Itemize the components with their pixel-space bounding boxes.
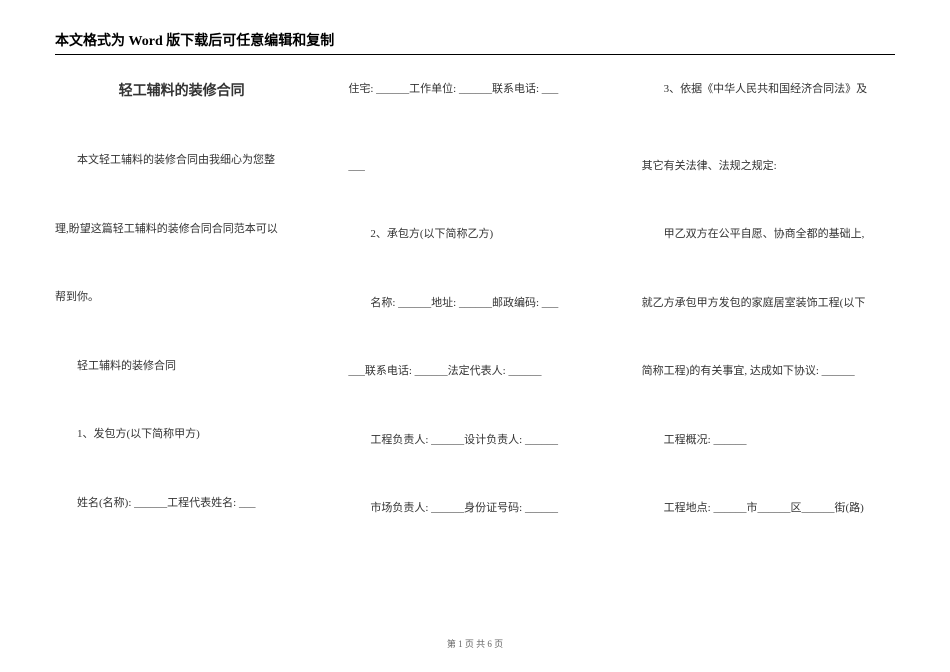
page-footer: 第 1 页 共 6 页: [0, 637, 950, 650]
col3-para-1: 3、依据《中华人民共和国经济合同法》及: [642, 81, 895, 98]
col1-para-5: 1、发包方(以下简称甲方): [55, 426, 308, 443]
col2-para-6: 工程负责人: ______设计负责人: ______: [348, 432, 601, 449]
col3-para-3: 甲乙双方在公平自愿、协商全都的基础上,: [642, 226, 895, 243]
col1-para-6: 姓名(名称): ______工程代表姓名: ___: [55, 495, 308, 512]
col2-para-4: 名称: ______地址: ______邮政编码: ___: [348, 295, 601, 312]
col3-para-4: 就乙方承包甲方发包的家庭居室装饰工程(以下: [642, 295, 895, 312]
col2-para-5: ___联系电话: ______法定代表人: ______: [348, 363, 601, 380]
col1-para-4: 轻工辅料的装修合同: [55, 358, 308, 375]
column-3: 3、依据《中华人民共和国经济合同法》及 其它有关法律、法规之规定: 甲乙双方在公…: [642, 73, 895, 569]
col1-para-3: 帮到你。: [55, 289, 308, 306]
col3-para-7: 工程地点: ______市______区______街(路): [642, 500, 895, 517]
col3-para-5: 简称工程)的有关事宜, 达成如下协议: ______: [642, 363, 895, 380]
column-1: 轻工辅料的装修合同 本文轻工辅料的装修合同由我细心为您整 理,盼望这篇轻工辅料的…: [55, 73, 308, 569]
document-title: 轻工辅料的装修合同: [55, 81, 308, 102]
col3-para-2: 其它有关法律、法规之规定:: [642, 158, 895, 175]
col3-para-6: 工程概况: ______: [642, 432, 895, 449]
col2-para-7: 市场负责人: ______身份证号码: ______: [348, 500, 601, 517]
col1-para-1: 本文轻工辅料的装修合同由我细心为您整: [55, 152, 308, 169]
document-header: 本文格式为 Word 版下载后可任意编辑和复制: [55, 30, 895, 55]
col1-para-2: 理,盼望这篇轻工辅料的装修合同合同范本可以: [55, 221, 308, 238]
three-column-layout: 轻工辅料的装修合同 本文轻工辅料的装修合同由我细心为您整 理,盼望这篇轻工辅料的…: [55, 73, 895, 569]
col2-para-1: 住宅: ______工作单位: ______联系电话: ___: [348, 81, 601, 98]
column-2: 住宅: ______工作单位: ______联系电话: ___ ___ 2、承包…: [348, 73, 601, 569]
col2-para-3: 2、承包方(以下简称乙方): [348, 226, 601, 243]
col2-para-2: ___: [348, 158, 601, 175]
